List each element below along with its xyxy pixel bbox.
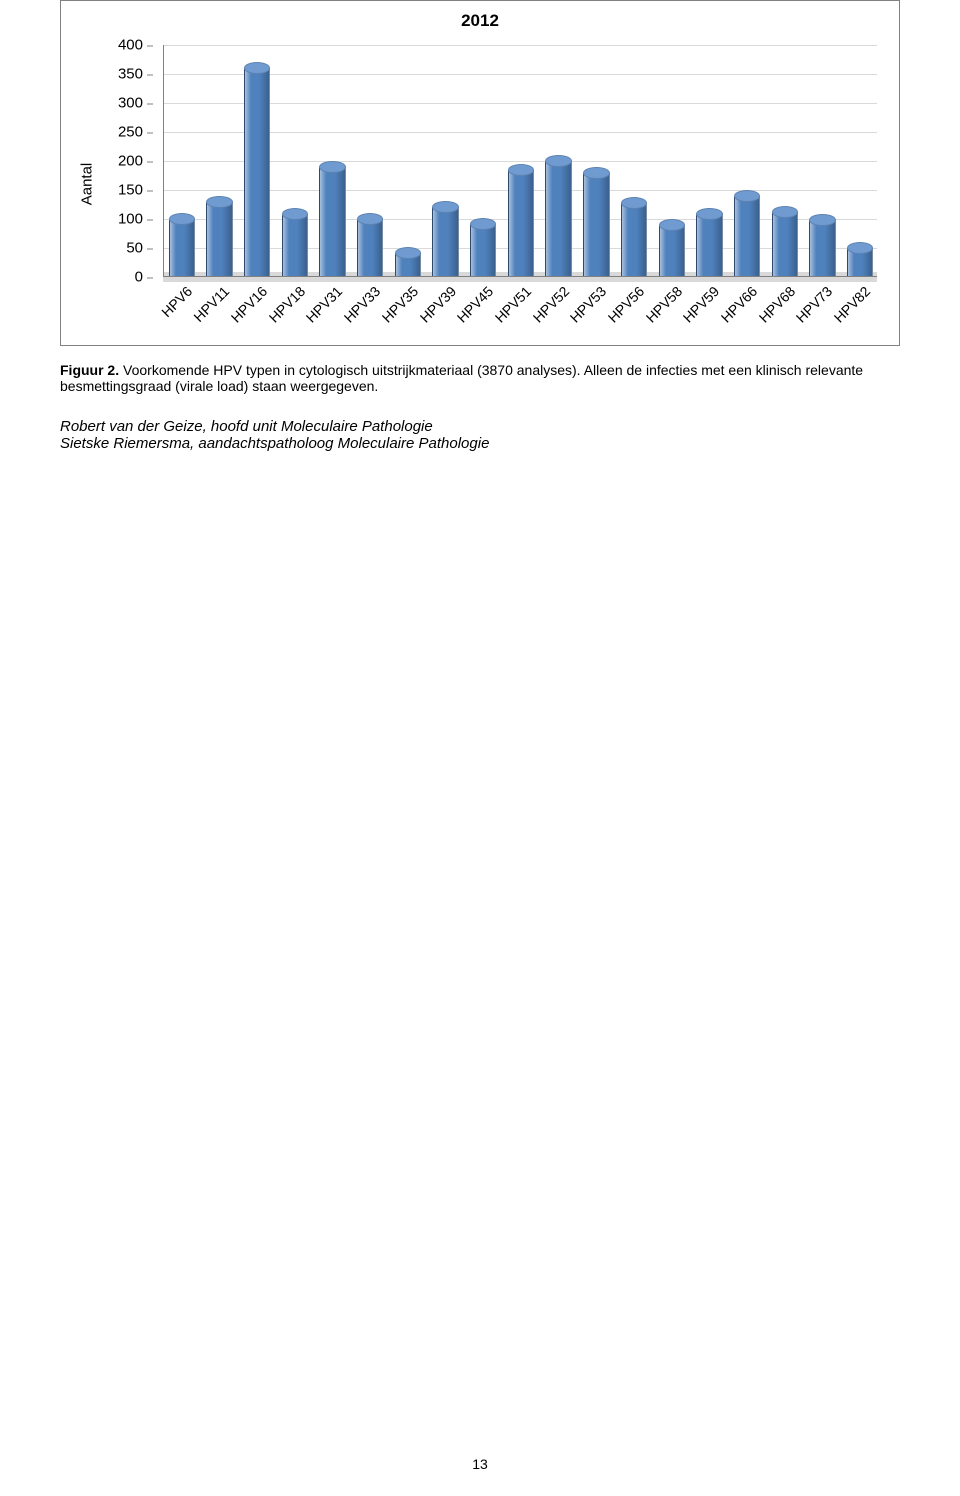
x-axis-label: HPV33 (341, 283, 384, 326)
page: 2012 Aantal 050100150200250300350400 HPV… (0, 0, 960, 1496)
chart-title: 2012 (73, 11, 887, 31)
x-axis-label: HPV51 (492, 283, 535, 326)
y-tick: 0 (135, 269, 163, 286)
x-axis-label: HPV11 (191, 283, 233, 325)
bars (163, 45, 877, 277)
y-tick: 300 (118, 95, 163, 112)
bar (847, 248, 873, 277)
bar (357, 219, 383, 277)
bar-slot (540, 45, 578, 277)
y-tick: 50 (126, 240, 163, 257)
bar-slot (804, 45, 842, 277)
author-lines: Robert van der Geize, hoofd unit Molecul… (60, 418, 900, 452)
bar-slot (841, 45, 879, 277)
bar (319, 167, 345, 277)
figure-caption-lead: Figuur 2. (60, 362, 119, 378)
y-tick: 100 (118, 211, 163, 228)
bar-slot (238, 45, 276, 277)
x-axis-label: HPV35 (378, 283, 421, 326)
x-axis-label: HPV53 (567, 283, 610, 326)
x-axis-label: HPV52 (529, 283, 572, 326)
y-tick: 200 (118, 153, 163, 170)
bar-slot (653, 45, 691, 277)
plot-inner: 050100150200250300350400 HPV6HPV11HPV16H… (163, 45, 877, 277)
bar (395, 253, 421, 277)
x-axis-label: HPV56 (605, 283, 648, 326)
bar (545, 161, 571, 277)
bar (244, 68, 270, 277)
y-tick: 350 (118, 66, 163, 83)
bar (734, 196, 760, 277)
figure-caption-text: Voorkomende HPV typen in cytologisch uit… (60, 362, 863, 394)
bar-slot (351, 45, 389, 277)
bar-slot (389, 45, 427, 277)
x-axis-label: HPV73 (793, 283, 836, 326)
bar (282, 214, 308, 277)
y-tick: 250 (118, 124, 163, 141)
x-axis-label: HPV66 (718, 283, 761, 326)
bar (772, 212, 798, 277)
x-axis-label: HPV68 (755, 283, 798, 326)
chart-frame: 2012 Aantal 050100150200250300350400 HPV… (60, 0, 900, 346)
bar-slot (464, 45, 502, 277)
page-number: 13 (0, 1456, 960, 1472)
bar-slot (427, 45, 465, 277)
bar (621, 203, 647, 277)
x-axis-label: HPV18 (265, 283, 308, 326)
bar-slot (578, 45, 616, 277)
x-axis-label: HPV31 (303, 283, 346, 326)
figure-caption: Figuur 2. Voorkomende HPV typen in cytol… (60, 362, 900, 394)
x-axis-label: HPV39 (416, 283, 459, 326)
y-tick: 150 (118, 182, 163, 199)
x-axis-label: HPV59 (680, 283, 723, 326)
x-axis-label: HPV45 (454, 283, 497, 326)
bar (508, 170, 534, 277)
bar-slot (766, 45, 804, 277)
bar (809, 220, 835, 277)
bar (659, 225, 685, 277)
x-axis-label: HPV6 (158, 283, 195, 320)
bar-slot (728, 45, 766, 277)
author-line-1: Robert van der Geize, hoofd unit Molecul… (60, 418, 900, 435)
x-axis-label: HPV82 (831, 283, 874, 326)
bar-slot (276, 45, 314, 277)
bar-slot (691, 45, 729, 277)
author-line-2: Sietske Riemersma, aandachtspatholoog Mo… (60, 435, 900, 452)
bar-slot (201, 45, 239, 277)
bar (432, 207, 458, 277)
bar (696, 214, 722, 277)
bar-slot (615, 45, 653, 277)
bar (470, 224, 496, 277)
bar-slot (314, 45, 352, 277)
y-axis-label: Aantal (79, 163, 96, 206)
bar (169, 219, 195, 277)
bar (206, 202, 232, 277)
y-tick: 400 (118, 37, 163, 54)
bar-slot (163, 45, 201, 277)
bar (583, 173, 609, 277)
x-axis-label: HPV16 (228, 283, 271, 326)
plot-area: Aantal 050100150200250300350400 HPV6HPV1… (73, 39, 887, 329)
bar-slot (502, 45, 540, 277)
x-axis-label: HPV58 (642, 283, 685, 326)
